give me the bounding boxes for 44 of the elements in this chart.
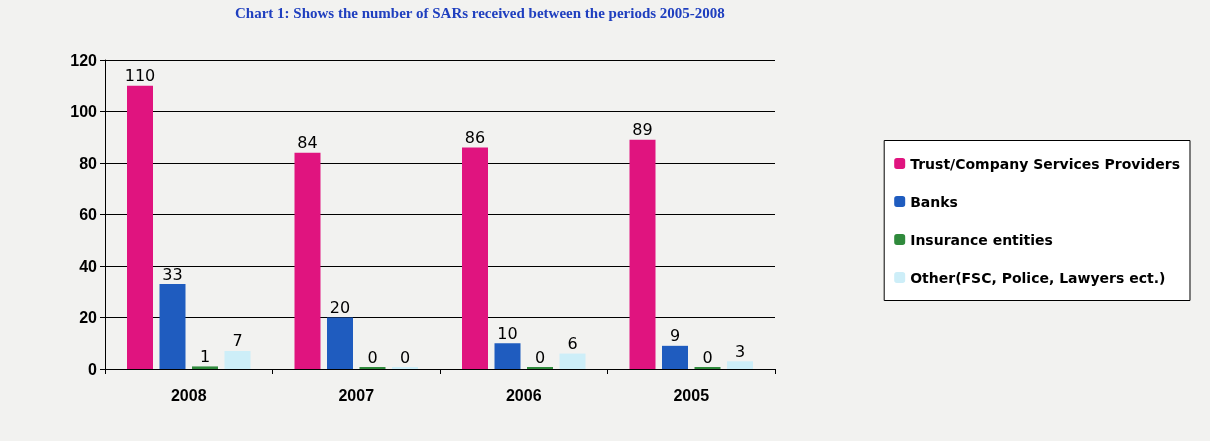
x-tick-label: 2008 — [170, 386, 207, 404]
data-label: 0 — [367, 347, 378, 367]
y-tick-label: 120 — [70, 51, 98, 69]
y-tick-label: 80 — [79, 154, 98, 172]
bar — [494, 343, 521, 369]
bar — [224, 350, 251, 369]
y-tick-label: 60 — [79, 206, 98, 223]
y-tick-label: 20 — [79, 309, 98, 326]
data-label: 0 — [702, 347, 713, 367]
bar — [559, 353, 586, 369]
bar — [662, 345, 688, 369]
bar — [629, 139, 656, 369]
bar — [294, 152, 321, 369]
data-label: 86 — [464, 128, 486, 148]
y-tick-label: 100 — [70, 103, 98, 120]
y-tick-label: 0 — [88, 360, 98, 378]
data-label: 7 — [232, 331, 243, 351]
y-tick-label: 40 — [79, 257, 98, 275]
chart-title: Chart 1: Shows the number of SARs received between the periods 2005-2008 — [235, 4, 725, 21]
bar — [192, 366, 218, 369]
x-tick-label: 2006 — [505, 386, 542, 404]
data-label: 89 — [632, 120, 653, 140]
data-label: 10 — [497, 323, 518, 343]
data-label: 0 — [534, 347, 546, 367]
x-tick-label: 2007 — [338, 386, 375, 404]
data-label: 0 — [399, 347, 411, 367]
bar — [159, 284, 186, 369]
data-label: 1 — [199, 346, 211, 366]
bar — [727, 361, 753, 369]
legend-label: Banks — [910, 193, 958, 210]
data-label: 6 — [567, 334, 578, 354]
data-label: 3 — [734, 341, 746, 361]
data-label: 84 — [297, 133, 318, 153]
bar — [462, 147, 488, 369]
legend-label: Trust/Company Services Providers — [910, 155, 1180, 172]
legend-label: Insurance entities — [910, 231, 1053, 248]
data-label: 33 — [162, 264, 183, 284]
bar — [127, 85, 153, 369]
data-label: 9 — [669, 326, 681, 346]
legend-label: Other(FSC, Police, Lawyers ect.) — [910, 269, 1166, 286]
data-label: 20 — [329, 298, 351, 317]
data-label: 110 — [124, 66, 156, 86]
x-tick-label: 2005 — [673, 386, 710, 404]
bar — [327, 317, 353, 369]
